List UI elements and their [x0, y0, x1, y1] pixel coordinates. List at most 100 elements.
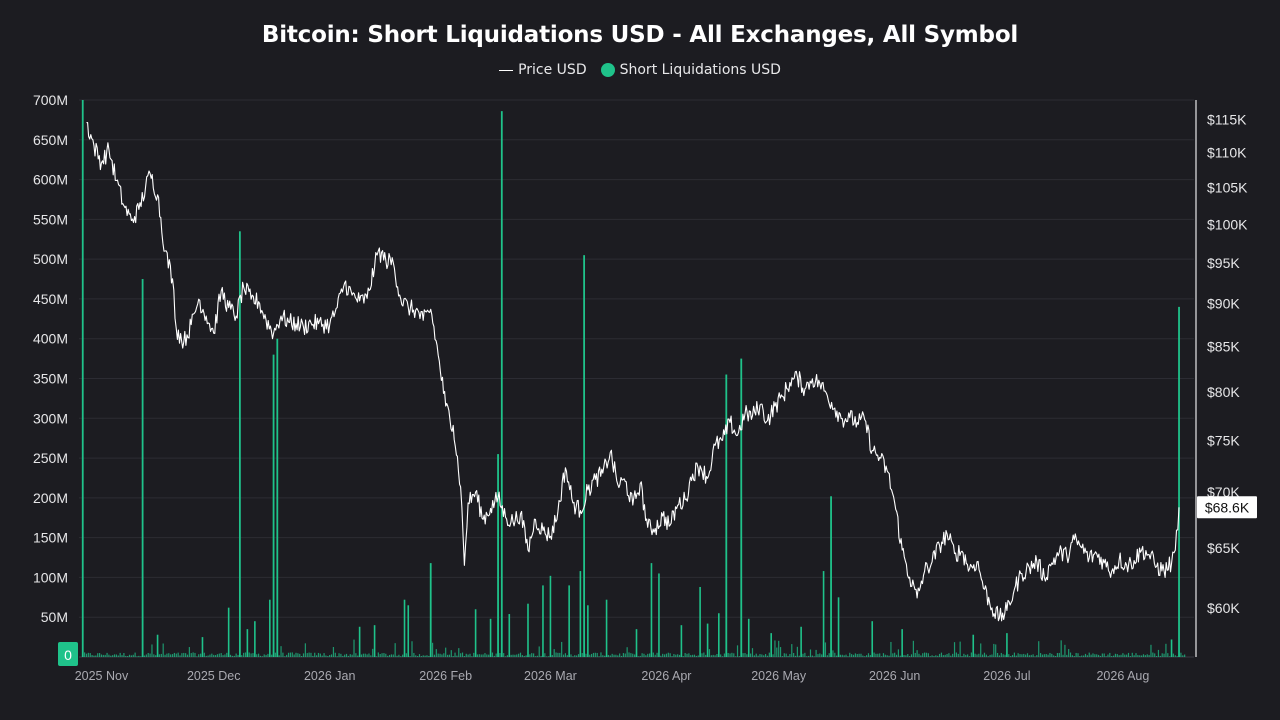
liquidation-bar-small — [772, 654, 774, 657]
liquidation-bar-small — [996, 653, 999, 657]
liquidation-bar-small — [1103, 653, 1105, 657]
liquidation-bar-small — [931, 655, 933, 657]
liquidation-bar-small — [920, 655, 922, 657]
liquidation-bar-small — [705, 654, 707, 657]
liquidation-bar-small — [916, 650, 918, 657]
liquidation-bar-small — [519, 652, 522, 657]
liquidation-bar-small — [632, 653, 634, 657]
liquidation-bar-small — [398, 654, 400, 657]
liquidation-bar-small — [909, 656, 911, 657]
liquidation-bar-small — [849, 652, 851, 657]
liquidation-bar-small — [299, 653, 301, 657]
liquidation-bar-small — [1182, 655, 1184, 657]
liquidation-bar-small — [342, 655, 344, 657]
liquidation-bar-small — [817, 654, 819, 657]
liquidation-bar-small — [516, 654, 518, 657]
liquidation-bar-small — [433, 654, 436, 657]
liquidation-bar-small — [295, 652, 297, 657]
liquidation-bar-small — [321, 655, 323, 657]
liquidation-bar-small — [678, 654, 681, 657]
liquidation-bar-small — [980, 643, 982, 657]
liquidation-bar-small — [944, 654, 946, 657]
liquidation-bar-small — [609, 655, 611, 657]
liquidation-bar-small — [1139, 655, 1141, 657]
liquidation-bar-small — [171, 654, 174, 657]
liquidation-bar-small — [781, 656, 784, 657]
liquidation-bar-small — [995, 644, 997, 657]
liquidation-bar-small — [1077, 653, 1079, 657]
liquidation-spike-bar — [500, 111, 503, 657]
liquidation-bar-small — [974, 653, 976, 657]
liquidation-bar-small — [499, 653, 501, 657]
liquidation-bar-small — [1038, 641, 1040, 657]
liquidation-bar-small — [798, 655, 800, 657]
liquidation-bar-small — [577, 654, 580, 657]
liquidation-bar-small — [263, 654, 265, 657]
liquidation-bar-small — [360, 654, 363, 657]
y-left-tick-label: 250M — [33, 450, 68, 466]
liquidation-bar-small — [690, 655, 692, 657]
y-left-tick-label: 300M — [33, 410, 68, 426]
liquidation-bar-small — [736, 645, 739, 657]
liquidation-spike-bar — [497, 454, 499, 657]
liquidation-bar-small — [512, 654, 514, 657]
liquidation-bar-small — [721, 656, 724, 657]
liquidation-bar-small — [1159, 655, 1161, 657]
liquidation-bar-small — [257, 653, 260, 657]
y-left-tick-label: 50M — [41, 609, 68, 625]
liquidation-bar-small — [177, 652, 179, 657]
liquidation-bar-small — [415, 655, 417, 657]
liquidation-bar — [568, 585, 570, 657]
liquidation-bar-small — [1174, 655, 1176, 657]
liquidation-bar-small — [486, 654, 488, 657]
liquidation-bar-small — [639, 655, 641, 657]
y-left-tick-label: 350M — [33, 371, 68, 387]
liquidation-bar-small — [570, 654, 572, 657]
liquidation-bar-small — [836, 655, 838, 657]
liquidation-bar-small — [1137, 655, 1139, 657]
liquidation-bar-small — [1120, 654, 1122, 657]
liquidation-bar-small — [852, 654, 855, 657]
liquidation-bar — [407, 605, 410, 657]
liquidation-bar — [770, 633, 772, 657]
liquidation-bar-small — [426, 655, 428, 657]
liquidation-bar-small — [1062, 654, 1064, 657]
liquidation-bar-small — [510, 654, 512, 657]
liquidation-bar-small — [420, 656, 422, 657]
liquidation-bar-small — [834, 652, 836, 657]
liquidation-bar-small — [362, 653, 364, 657]
liquidation-bar — [403, 599, 406, 657]
liquidation-bar-small — [778, 640, 780, 657]
x-tick-label: 2026 May — [751, 669, 807, 683]
liquidation-bar-small — [173, 652, 176, 657]
liquidation-bar-small — [229, 654, 232, 657]
liquidation-bar-small — [660, 655, 662, 657]
x-tick-label: 2026 Mar — [524, 669, 577, 683]
liquidation-bar — [800, 626, 802, 657]
liquidation-bar-small — [1114, 653, 1117, 657]
y-left-tick-label: 700M — [33, 92, 68, 108]
liquidation-bar-small — [345, 653, 348, 657]
liquidation-bar-small — [153, 654, 155, 657]
liquidation-bar-small — [867, 653, 870, 657]
liquidation-bar-small — [325, 655, 327, 657]
liquidation-bar-small — [998, 655, 1001, 657]
liquidation-bar-small — [617, 655, 619, 657]
liquidation-bar — [699, 586, 701, 657]
liquidation-bar-small — [521, 655, 523, 657]
liquidation-bar-small — [390, 654, 393, 657]
liquidation-bar-small — [162, 643, 164, 657]
liquidation-bar-small — [1101, 653, 1103, 657]
liquidation-bar-small — [634, 654, 636, 657]
legend-item-price[interactable]: Price USD — [499, 62, 587, 78]
liquidation-bar-small — [375, 656, 378, 657]
liquidation-bar-small — [128, 654, 131, 657]
liquidation-bar-small — [686, 653, 688, 657]
liquidation-bar-small — [733, 653, 735, 657]
liquidation-bar-small — [431, 642, 434, 657]
liquidation-bar-small — [372, 648, 374, 657]
liquidation-bar-small — [216, 654, 219, 657]
y-left-tick-label: 600M — [33, 172, 68, 188]
liquidation-bar-small — [1079, 656, 1081, 657]
legend-item-liquidations[interactable]: Short Liquidations USD — [600, 62, 781, 78]
